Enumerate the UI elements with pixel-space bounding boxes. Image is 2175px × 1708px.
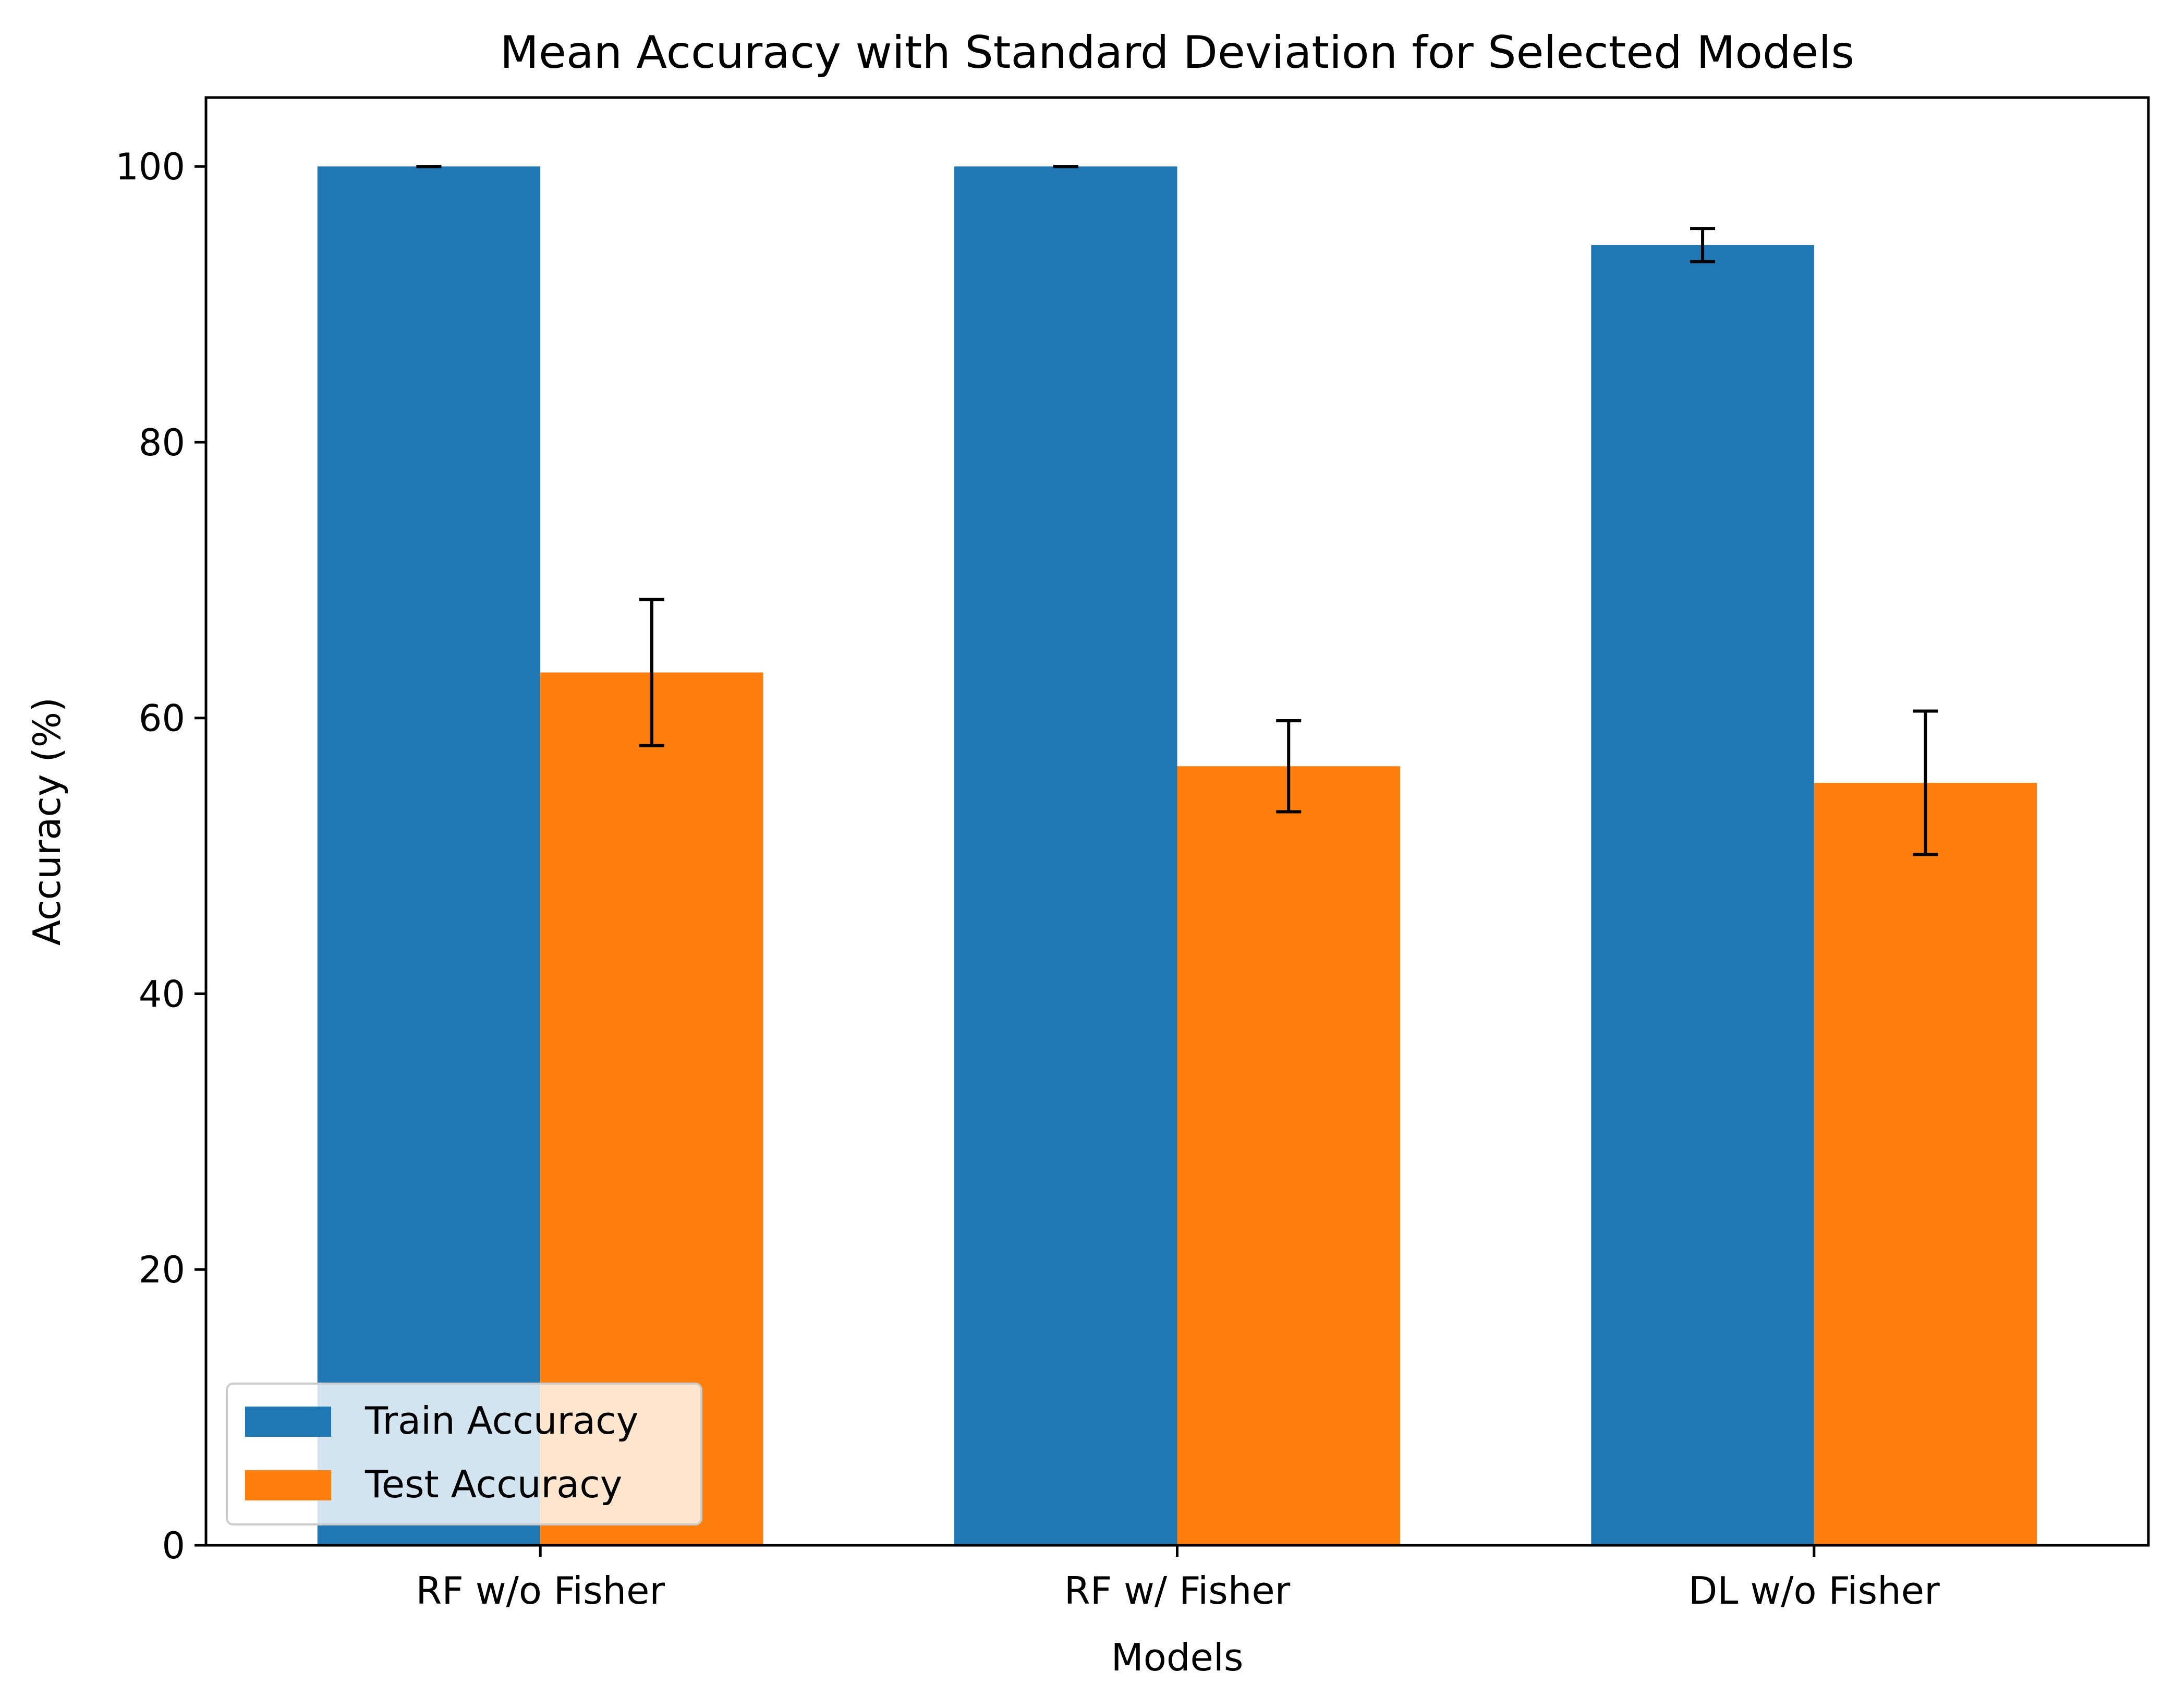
error-bar-test-2 [1913, 709, 1938, 856]
x-axis-label: Models [1111, 1636, 1244, 1679]
legend-frame [226, 1383, 702, 1525]
chart-title: Mean Accuracy with Standard Deviation fo… [500, 27, 1854, 79]
x-axis: RF w/o Fisher RF w/ Fisher DL w/o Fisher [416, 1545, 1940, 1613]
legend-label-test: Test Accuracy [364, 1462, 622, 1506]
legend: Train Accuracy Test Accuracy [226, 1383, 702, 1525]
x-tick-label: RF w/o Fisher [416, 1569, 665, 1613]
y-axis: 0 20 40 60 80 100 [115, 146, 206, 1567]
legend-swatch-train [245, 1407, 331, 1437]
error-bar-test-1 [1276, 719, 1302, 814]
y-axis-label: Accuracy (%) [25, 697, 69, 946]
y-tick-label: 80 [139, 421, 185, 464]
legend-label-train: Train Accuracy [364, 1399, 638, 1443]
x-tick-label: RF w/ Fisher [1064, 1569, 1291, 1613]
x-tick-label: DL w/o Fisher [1688, 1569, 1940, 1613]
error-bars-layer [416, 165, 1938, 856]
y-tick-label: 60 [139, 697, 185, 740]
bar-test-2 [1814, 782, 2037, 1545]
error-bar-test-0 [639, 598, 664, 747]
bar-train-0 [317, 166, 541, 1546]
error-bar-train-2 [1690, 227, 1716, 263]
y-tick-label: 100 [115, 146, 185, 188]
y-tick-label: 0 [162, 1524, 185, 1567]
y-tick-label: 20 [139, 1249, 185, 1291]
bar-train-1 [954, 166, 1177, 1546]
bar-train-2 [1591, 245, 1814, 1545]
y-tick-label: 40 [139, 973, 185, 1015]
legend-swatch-test [245, 1470, 331, 1500]
bar-test-1 [1177, 766, 1400, 1545]
